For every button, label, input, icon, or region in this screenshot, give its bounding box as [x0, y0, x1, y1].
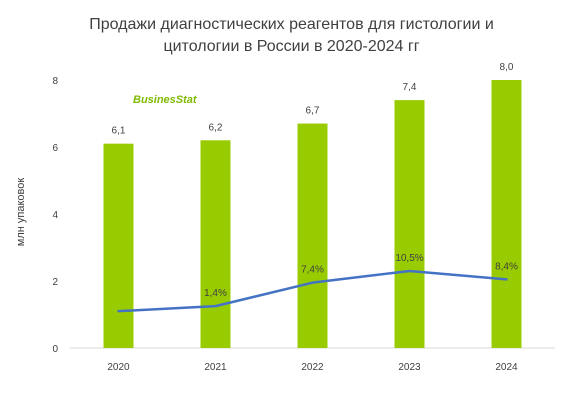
line-data-label: 8,4% [495, 261, 518, 272]
x-tick-label: 2022 [301, 362, 324, 373]
y-tick-label: 2 [52, 277, 58, 288]
x-tick-label: 2024 [495, 362, 518, 373]
y-tick-labels: 0 2 4 6 8 [52, 76, 58, 355]
chart-title-line1: Продажи диагностических реагентов для ги… [89, 16, 494, 33]
watermark-logo: BusinesStat [133, 94, 198, 106]
watermark-part2: Stat [176, 94, 198, 106]
y-tick-label: 6 [52, 143, 58, 154]
bar [491, 80, 522, 348]
x-tick-label: 2023 [398, 362, 421, 373]
line-series [117, 269, 508, 313]
x-tick-label: 2021 [204, 362, 227, 373]
y-axis-title: млн упаковок [15, 178, 27, 247]
bar [297, 123, 328, 348]
chart-title: Продажи диагностических реагентов для ги… [0, 14, 583, 58]
chart-title-line2: цитологии в России в 2020-2024 гг [163, 38, 420, 55]
bar-series [103, 80, 522, 348]
bar-data-label: 6,7 [306, 106, 320, 117]
y-tick-label: 8 [52, 76, 58, 87]
bar-data-label: 7,4 [403, 82, 417, 93]
y-tick-label: 0 [52, 344, 58, 355]
line-data-label: 7,4% [301, 265, 324, 276]
bar-data-label: 6,1 [112, 126, 126, 137]
bar-data-label: 8,0 [500, 62, 514, 73]
y-tick-label: 4 [52, 210, 58, 221]
line-data-label: 1,4% [204, 288, 227, 299]
bar [394, 100, 425, 348]
line-data-label: 10,5% [395, 253, 423, 264]
x-tick-label: 2020 [107, 362, 130, 373]
bar-data-labels: 6,1 6,2 6,7 7,4 8,0 [112, 62, 514, 137]
line-data-labels: 1,4% 7,4% 10,5% 8,4% [204, 253, 518, 299]
watermark-text: BusinesStat [133, 94, 198, 106]
watermark-part1: Busines [133, 94, 176, 106]
growth-line [117, 269, 508, 313]
bar [103, 143, 134, 348]
x-tick-labels: 2020 2021 2022 2023 2024 [107, 362, 518, 373]
bar [200, 140, 231, 348]
bar-data-label: 6,2 [209, 122, 223, 133]
